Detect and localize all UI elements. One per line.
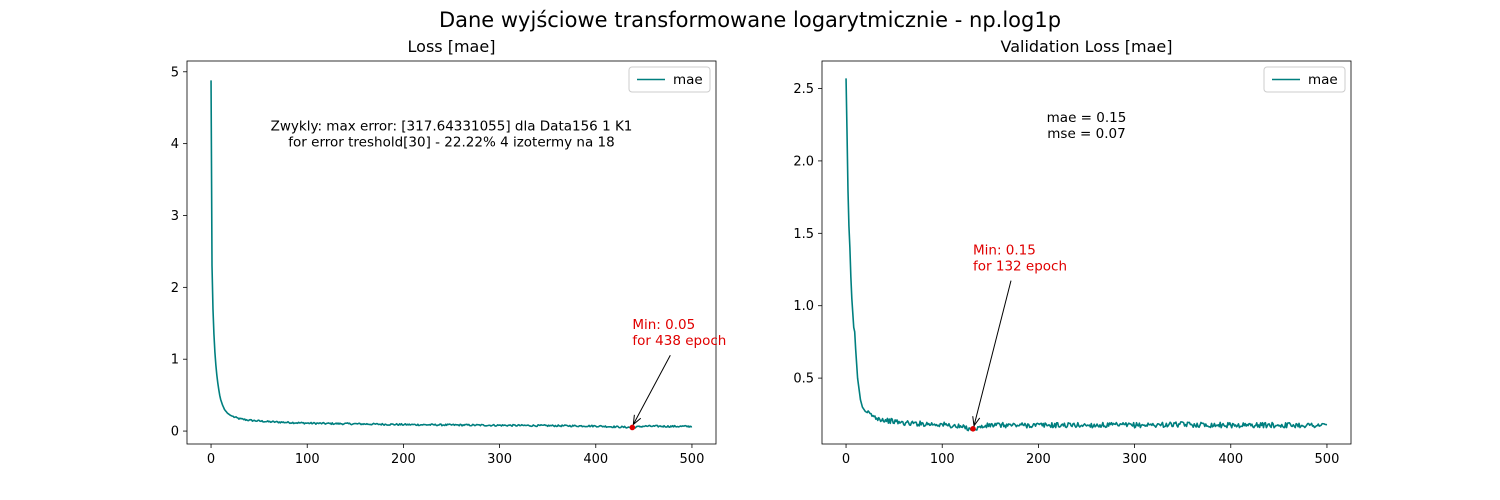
y-tick-label: 0.5 bbox=[793, 372, 814, 387]
axes-frame bbox=[821, 60, 1352, 445]
subplots: Loss [mae] 0 100 200 300 400 500 0 1 2 3 4 5 Zwykly: … bbox=[171, 37, 1352, 467]
legend: mae bbox=[628, 66, 711, 93]
legend: mae bbox=[1263, 66, 1346, 93]
subplot-2: Validation Loss [mae] 0 100 200 300 400 500 0.5… bbox=[793, 37, 1352, 467]
annotation-text-line: mae = 0.15 bbox=[1047, 110, 1127, 126]
y-tick-label: 4 bbox=[171, 137, 179, 152]
x-tick-label: 100 bbox=[295, 452, 320, 467]
x-tick-label: 500 bbox=[680, 452, 705, 467]
min-point-marker bbox=[629, 424, 636, 431]
subplot-title: Loss [mae] bbox=[408, 37, 496, 56]
x-tick-label: 400 bbox=[1218, 452, 1243, 467]
series-line-mae bbox=[845, 78, 1328, 432]
x-tick-label: 400 bbox=[583, 452, 608, 467]
y-tick-label: 1.0 bbox=[793, 299, 814, 314]
annotation-text-line: for error treshold[30] - 22.22% 4 izoter… bbox=[288, 135, 614, 151]
x-tick-label: 200 bbox=[391, 452, 416, 467]
figure-suptitle: Dane wyjściowe transformowane logarytmic… bbox=[439, 8, 1061, 32]
y-tick-label: 2.5 bbox=[793, 82, 814, 97]
y-tick-label: 5 bbox=[171, 65, 179, 80]
x-tick-label: 200 bbox=[1026, 452, 1051, 467]
legend-frame bbox=[1263, 66, 1346, 93]
y-tick-label: 1 bbox=[171, 353, 179, 368]
y-tick-label: 3 bbox=[171, 209, 179, 224]
min-label-value: Min: 0.05 bbox=[632, 317, 695, 333]
x-tick-label: 0 bbox=[207, 452, 215, 467]
x-tick-label: 0 bbox=[842, 452, 850, 467]
min-label-epoch: for 438 epoch bbox=[632, 333, 726, 349]
y-tick-label: 0 bbox=[171, 425, 179, 440]
y-tick-label: 1.5 bbox=[793, 227, 814, 242]
min-arrow-shaft bbox=[973, 280, 1012, 426]
x-tick-label: 100 bbox=[930, 452, 955, 467]
min-arrow-shaft bbox=[632, 355, 671, 425]
x-tick-label: 300 bbox=[487, 452, 512, 467]
series-line-mae bbox=[210, 80, 693, 429]
min-arrow-head bbox=[632, 414, 642, 426]
axes-frame bbox=[186, 60, 717, 445]
legend-frame bbox=[628, 66, 711, 93]
min-arrow-head bbox=[972, 416, 981, 428]
legend-label: mae bbox=[673, 72, 703, 88]
x-tick-label: 300 bbox=[1122, 452, 1147, 467]
legend-label: mae bbox=[1308, 72, 1338, 88]
min-label-epoch: for 132 epoch bbox=[973, 259, 1067, 275]
subplot-title: Validation Loss [mae] bbox=[1001, 37, 1173, 56]
min-point-marker bbox=[970, 425, 976, 432]
subplot-1: Loss [mae] 0 100 200 300 400 500 0 1 2 3 4 5 Zwykly: … bbox=[171, 37, 727, 467]
annotation-text-line: mse = 0.07 bbox=[1047, 126, 1125, 142]
min-label-value: Min: 0.15 bbox=[973, 243, 1036, 259]
y-tick-label: 2.0 bbox=[793, 154, 814, 169]
x-tick-label: 500 bbox=[1315, 452, 1340, 467]
y-tick-label: 2 bbox=[171, 281, 179, 296]
annotation-text-line: Zwykly: max error: [317.64331055] dla Da… bbox=[271, 119, 633, 135]
